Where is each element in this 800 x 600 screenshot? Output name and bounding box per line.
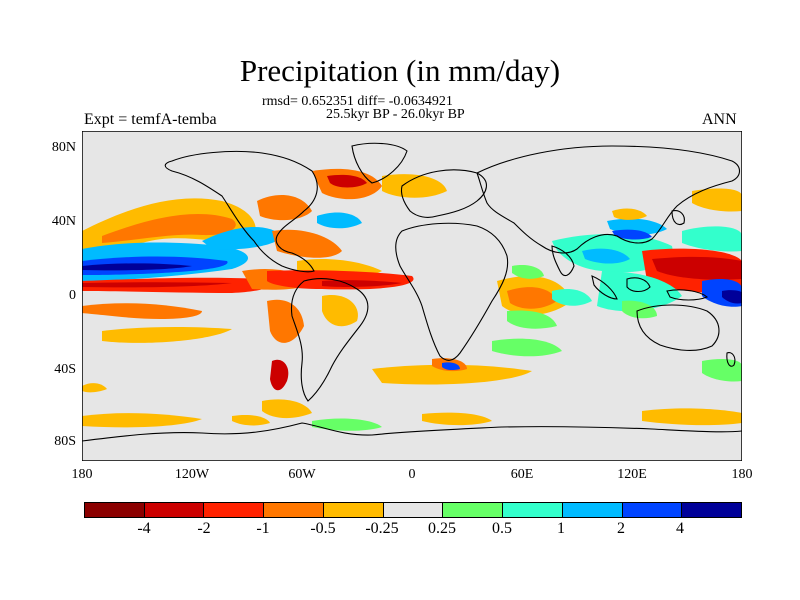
- lat-label-80n: 80N: [51, 140, 76, 155]
- lon-label-180e: 180: [731, 467, 753, 482]
- precip-region: [82, 282, 232, 288]
- coastline-australia: [636, 304, 720, 351]
- precip-region: [682, 226, 742, 252]
- precip-region: [442, 362, 460, 371]
- lat-label-80s: 80S: [54, 434, 76, 449]
- season-label: ANN: [702, 111, 737, 128]
- lon-label-120w: 120W: [174, 467, 210, 482]
- coastline-sumatra: [591, 275, 618, 300]
- colorbar-swatch: [85, 503, 145, 517]
- precip-region: [512, 265, 544, 279]
- coastline-asia: [476, 145, 741, 254]
- coastline-new-zealand: [726, 352, 736, 367]
- precip-field: [82, 168, 742, 431]
- lon-label-180w: 180: [71, 467, 93, 482]
- precip-region: [372, 364, 532, 385]
- colorbar-label: 4: [676, 520, 684, 537]
- lon-label-60w: 60W: [288, 467, 316, 482]
- colorbar-swatch: [622, 503, 683, 517]
- precip-region: [82, 303, 202, 319]
- precip-region: [267, 299, 304, 343]
- coastline-borneo: [626, 277, 651, 293]
- coastline-europe: [400, 169, 487, 218]
- coastline-greenland: [351, 142, 408, 184]
- precip-region: [82, 383, 107, 393]
- colorbar-label: 0.5: [492, 520, 512, 537]
- precip-region: [202, 226, 282, 250]
- precip-region: [612, 208, 647, 220]
- colorbar-swatch: [323, 503, 384, 517]
- coastline-india: [551, 245, 575, 277]
- plot-title: Precipitation (in mm/day): [239, 53, 561, 88]
- colorbar-swatch: [682, 503, 742, 517]
- precip-region: [722, 290, 742, 304]
- precip-region: [622, 300, 657, 319]
- colorbar: [84, 502, 742, 518]
- lat-label-40s: 40S: [54, 362, 76, 377]
- precip-region: [102, 326, 232, 343]
- precip-region: [612, 229, 652, 240]
- colorbar-label: -0.25: [365, 520, 399, 537]
- precip-region: [507, 287, 557, 309]
- precip-region: [322, 295, 358, 327]
- lon-label-60e: 60E: [510, 467, 534, 482]
- precip-region: [652, 256, 742, 280]
- precip-region: [642, 408, 742, 426]
- colorbar-swatch: [204, 503, 265, 517]
- colorbar-label: 0.25: [428, 520, 456, 537]
- precip-region: [692, 188, 742, 212]
- precip-region: [317, 212, 362, 229]
- colorbar-swatch: [443, 503, 504, 517]
- precip-region: [82, 263, 192, 271]
- lon-label-0: 0: [408, 467, 416, 482]
- colorbar-label: 1: [557, 520, 565, 537]
- precip-region: [582, 248, 630, 264]
- precip-region: [552, 289, 592, 306]
- precip-region: [382, 174, 447, 198]
- precip-region: [702, 358, 742, 382]
- colorbar-label: -2: [197, 520, 211, 537]
- colorbar-label: -4: [137, 520, 151, 537]
- colorbar-label: 2: [617, 520, 625, 537]
- coastline-antarctica: [82, 422, 742, 442]
- lat-label-40n: 40N: [51, 214, 76, 229]
- lat-label-0: 0: [69, 288, 76, 303]
- precip-region: [492, 338, 562, 357]
- precipitation-map: [82, 131, 742, 461]
- colorbar-swatch: [383, 503, 444, 517]
- experiment-label: Expt = temfA-temba: [84, 111, 217, 128]
- colorbar-label: -1: [256, 520, 270, 537]
- precip-region: [272, 229, 342, 258]
- colorbar-swatch: [562, 503, 623, 517]
- precip-region: [82, 413, 202, 428]
- colorbar-swatch: [503, 503, 563, 517]
- precip-region: [422, 412, 492, 426]
- precip-region: [312, 418, 382, 431]
- coastline-japan: [671, 210, 685, 226]
- coastline-north-america: [164, 150, 318, 273]
- coastlines: [82, 142, 742, 442]
- precip-region: [102, 214, 236, 243]
- precip-region: [257, 195, 312, 221]
- precip-region: [507, 310, 557, 329]
- precip-region: [232, 414, 270, 426]
- stats-line: rmsd= 0.652351 diff= -0.0634921: [262, 94, 453, 109]
- coastline-south-america: [290, 278, 369, 402]
- period-label: 25.5kyr BP - 26.0kyr BP: [326, 107, 465, 122]
- coastline-new-guinea: [666, 289, 709, 301]
- colorbar-swatch: [144, 503, 205, 517]
- coastline-africa: [395, 222, 509, 361]
- colorbar-swatch: [264, 503, 324, 517]
- colorbar-label: -0.5: [310, 520, 336, 537]
- lon-label-120e: 120E: [617, 467, 647, 482]
- precip-region: [270, 359, 289, 391]
- precip-region: [327, 174, 367, 188]
- precip-region: [262, 399, 312, 419]
